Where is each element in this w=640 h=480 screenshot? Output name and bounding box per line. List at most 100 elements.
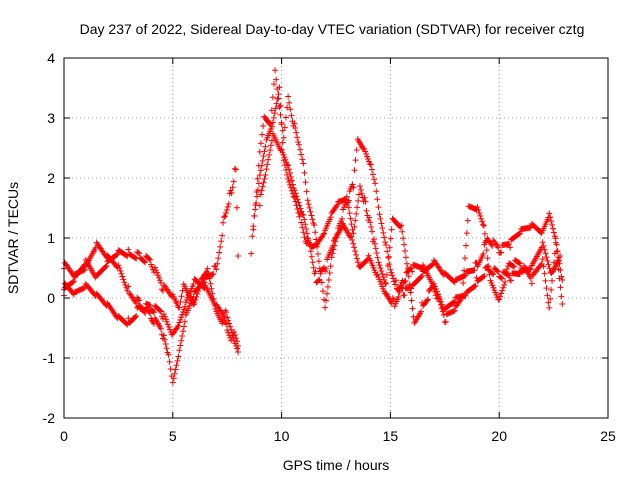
data-point <box>472 282 479 289</box>
data-point <box>371 176 378 183</box>
data-point <box>419 272 426 279</box>
data-point <box>398 222 405 229</box>
data-point <box>205 270 212 277</box>
data-point <box>263 166 270 173</box>
data-point <box>277 102 284 109</box>
data-point <box>556 275 563 282</box>
data-point <box>406 281 413 288</box>
data-point <box>178 314 185 321</box>
data-point <box>262 171 269 178</box>
data-point <box>114 251 121 258</box>
data-point <box>442 318 449 325</box>
data-point <box>500 284 507 291</box>
data-point <box>363 207 370 214</box>
data-point <box>361 145 368 152</box>
data-point <box>482 238 489 245</box>
data-point <box>305 239 312 246</box>
data-point <box>403 260 410 267</box>
data-point <box>251 212 258 219</box>
data-point <box>546 304 553 311</box>
series-track-b <box>61 246 242 355</box>
data-point <box>370 236 377 243</box>
data-point <box>132 314 139 321</box>
data-point <box>136 250 143 257</box>
data-point <box>395 287 402 294</box>
data-point <box>142 307 149 314</box>
y-tick-label: -1 <box>43 350 56 366</box>
data-point <box>373 250 380 257</box>
data-point <box>222 307 229 314</box>
data-point <box>490 271 497 278</box>
data-point <box>375 259 382 266</box>
data-point <box>227 323 234 330</box>
data-point <box>266 151 273 158</box>
y-tick-label: 1 <box>47 230 55 246</box>
data-point <box>369 228 376 235</box>
data-point <box>226 320 233 327</box>
data-point <box>349 181 356 188</box>
data-point <box>494 243 501 250</box>
data-point <box>232 166 239 173</box>
data-point <box>353 210 360 217</box>
data-point <box>221 214 228 221</box>
data-point <box>180 309 187 316</box>
data-point <box>164 321 171 328</box>
data-point <box>484 255 491 262</box>
data-point <box>353 251 360 258</box>
data-point <box>117 267 124 274</box>
data-point <box>506 272 513 279</box>
data-point <box>350 240 357 247</box>
chart-title: Day 237 of 2022, Sidereal Day-to-day VTE… <box>80 21 585 37</box>
data-point <box>157 325 164 332</box>
data-point <box>333 203 340 210</box>
data-point <box>389 272 396 279</box>
y-tick-label: 2 <box>47 170 55 186</box>
data-point <box>322 304 329 311</box>
data-point <box>528 280 535 287</box>
data-point <box>357 186 364 193</box>
data-point <box>362 198 369 205</box>
data-point <box>256 172 263 179</box>
data-point <box>484 263 491 270</box>
data-point <box>294 206 301 213</box>
data-point <box>180 306 187 313</box>
data-point <box>142 259 149 266</box>
data-point <box>299 156 306 163</box>
data-point <box>462 242 469 249</box>
data-point <box>377 215 384 222</box>
data-point <box>278 121 285 128</box>
data-point <box>171 370 178 377</box>
y-tick-label: 3 <box>47 110 55 126</box>
data-point <box>541 246 548 253</box>
data-marks <box>61 67 566 386</box>
data-point <box>402 277 409 284</box>
data-point <box>365 156 372 163</box>
data-point <box>270 114 277 121</box>
data-point <box>409 268 416 275</box>
data-point <box>162 316 169 323</box>
data-point <box>268 137 275 144</box>
data-point <box>248 250 255 257</box>
data-point <box>385 254 392 261</box>
data-point <box>125 246 132 253</box>
data-point <box>385 253 392 260</box>
data-point <box>365 158 372 165</box>
data-point <box>401 292 408 299</box>
data-point <box>362 148 369 155</box>
data-point <box>286 170 293 177</box>
data-point <box>285 93 292 100</box>
data-point <box>352 157 359 164</box>
data-point <box>179 333 186 340</box>
data-point <box>225 200 232 207</box>
data-point <box>431 283 438 290</box>
data-point <box>282 166 289 173</box>
data-point <box>462 255 469 262</box>
data-point <box>298 208 305 215</box>
data-point <box>125 283 132 290</box>
data-point <box>176 347 183 354</box>
data-point <box>176 319 183 326</box>
data-point <box>496 296 503 303</box>
data-point <box>369 171 376 178</box>
data-point <box>494 267 501 274</box>
data-point <box>220 311 227 318</box>
